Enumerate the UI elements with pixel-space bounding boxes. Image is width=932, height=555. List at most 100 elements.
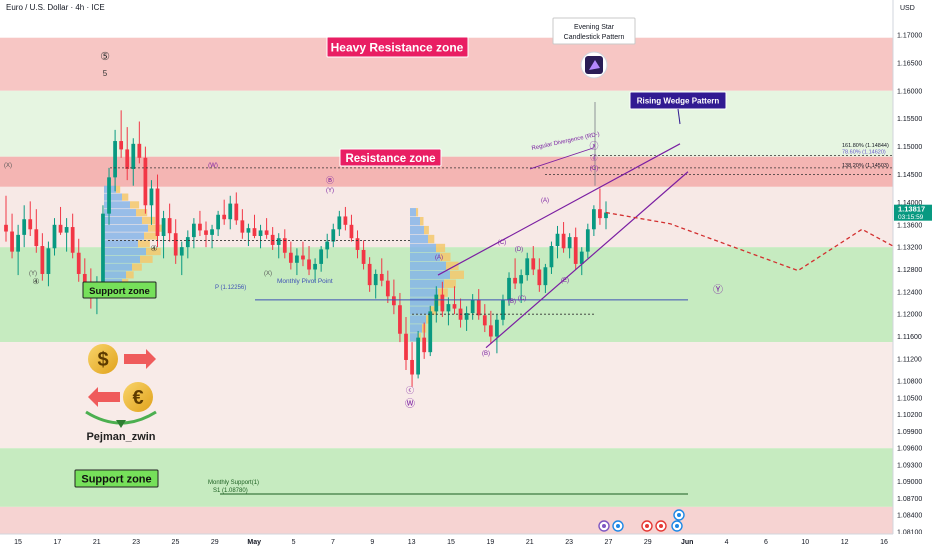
candle-body bbox=[307, 259, 311, 270]
y-tick-label: 1.10500 bbox=[897, 395, 922, 402]
volume-profile-bar bbox=[144, 232, 158, 240]
candle-body bbox=[258, 230, 263, 236]
chart-title: Euro / U.S. Dollar · 4h · ICE bbox=[6, 3, 105, 12]
wave-label: (C) bbox=[518, 296, 526, 302]
y-tick-label: 1.09300 bbox=[897, 462, 922, 469]
x-tick-label: 23 bbox=[565, 539, 573, 546]
dollar-coin-icon bbox=[88, 344, 118, 374]
x-tick-label: 7 bbox=[331, 539, 335, 546]
volume-profile-bar bbox=[444, 279, 456, 288]
wedge-upper-line bbox=[437, 143, 681, 276]
wave-label: (X) bbox=[264, 271, 272, 277]
candle-body bbox=[149, 188, 154, 206]
candle-body bbox=[125, 149, 130, 169]
candle-body bbox=[331, 229, 336, 242]
volume-profile-bar bbox=[104, 247, 146, 256]
x-tick-label: 5 bbox=[292, 539, 296, 546]
candle-body bbox=[507, 277, 511, 301]
y-tick-label: 1.15500 bbox=[897, 116, 922, 123]
wave-label: (A) bbox=[435, 255, 443, 261]
price-value: 1.13817 bbox=[898, 205, 925, 214]
candle-body bbox=[131, 143, 136, 169]
candle-body bbox=[501, 300, 505, 320]
candle-body bbox=[452, 304, 457, 309]
volume-profile-bar bbox=[410, 261, 446, 271]
x-tick-label: 29 bbox=[211, 539, 219, 546]
evening-star-icon bbox=[589, 60, 600, 70]
y-tick-label: 1.10800 bbox=[897, 379, 922, 386]
candle-body bbox=[355, 238, 360, 250]
candle-body bbox=[46, 248, 51, 274]
volume-profile-bar bbox=[410, 333, 418, 342]
candle-body bbox=[537, 269, 542, 286]
y-tick-label: 1.14000 bbox=[897, 200, 922, 207]
support-label: Support zone bbox=[89, 286, 150, 297]
wave-label: 5 bbox=[103, 69, 108, 78]
x-axis-panel bbox=[0, 534, 932, 550]
rising-wedge-label: Rising Wedge Pattern bbox=[637, 97, 720, 106]
candle-body bbox=[10, 231, 14, 252]
volume-profile-bar bbox=[126, 271, 134, 279]
candle-body bbox=[155, 188, 160, 236]
volume-profile-bar bbox=[104, 232, 144, 240]
y-tick-label: 1.08100 bbox=[897, 530, 922, 537]
candle-body bbox=[579, 251, 584, 264]
y-tick-label: 1.16500 bbox=[897, 60, 922, 67]
candle-body bbox=[52, 224, 57, 249]
wave-label: ⓒ bbox=[406, 386, 414, 395]
y-tick-label: 1.09600 bbox=[897, 446, 922, 453]
volume-profile-bar bbox=[410, 306, 430, 315]
wave-label: ⓓ bbox=[591, 154, 598, 162]
candle-body bbox=[495, 319, 499, 337]
event-icon bbox=[645, 524, 649, 528]
divergence-line bbox=[529, 147, 595, 170]
currency-label: USD bbox=[900, 5, 915, 12]
upper-green-band bbox=[0, 90, 893, 157]
x-tick-label: 29 bbox=[644, 539, 652, 546]
candle-body bbox=[4, 224, 8, 232]
candle-body bbox=[34, 229, 39, 247]
x-tick-label: 4 bbox=[725, 539, 729, 546]
candle-body bbox=[525, 258, 530, 276]
evening-star-label: Evening Star bbox=[574, 24, 615, 31]
volume-profile-bar bbox=[104, 209, 136, 217]
x-tick-label: 6 bbox=[764, 539, 768, 546]
candle-body bbox=[28, 219, 33, 230]
candle-body bbox=[192, 223, 196, 238]
volume-profile-bar bbox=[424, 225, 429, 235]
candle-body bbox=[434, 294, 439, 312]
candle-body bbox=[325, 241, 330, 250]
y-tick-label: 1.13200 bbox=[897, 245, 922, 252]
candle-body bbox=[58, 224, 63, 233]
bottom-band bbox=[0, 506, 893, 534]
x-tick-label: 17 bbox=[53, 539, 61, 546]
y-tick-label: 1.11600 bbox=[897, 334, 922, 341]
volume-profile-bar bbox=[418, 333, 421, 342]
x-tick-label: 15 bbox=[447, 539, 455, 546]
candle-body bbox=[185, 237, 190, 248]
volume-profile-bar bbox=[436, 243, 446, 253]
candle-body bbox=[216, 214, 220, 230]
candle-body bbox=[288, 252, 293, 263]
volume-profile-bar bbox=[104, 216, 142, 225]
volume-profile-bar bbox=[130, 201, 140, 209]
resistance-label: Resistance zone bbox=[345, 153, 435, 165]
candle-body bbox=[319, 249, 324, 264]
volume-profile-bar bbox=[116, 185, 121, 193]
x-tick-label: 16 bbox=[880, 539, 888, 546]
volume-profile-bar bbox=[410, 243, 436, 253]
x-tick-label: 21 bbox=[526, 539, 534, 546]
support-label-box-lower bbox=[74, 469, 159, 488]
candle-body bbox=[295, 255, 299, 263]
event-icon bbox=[616, 524, 620, 528]
candle-body bbox=[531, 258, 536, 270]
y-tick-label: 1.17000 bbox=[897, 32, 922, 39]
heavy-resistance-label: Heavy Resistance zone bbox=[331, 41, 464, 55]
candle-body bbox=[204, 230, 208, 235]
candle-body bbox=[392, 296, 396, 306]
volume-profile-bar bbox=[430, 306, 437, 315]
wave-label: (E) bbox=[561, 278, 569, 284]
volume-profile-bar bbox=[446, 261, 459, 271]
monthly-support-label: Monthly Support(1) bbox=[208, 480, 259, 486]
